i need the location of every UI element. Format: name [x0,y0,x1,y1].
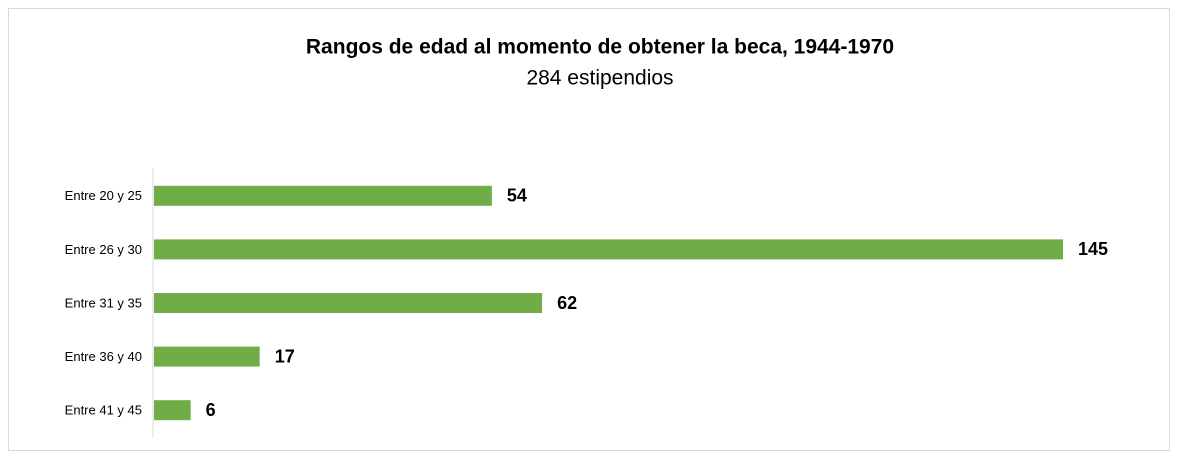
chart-border [8,8,1170,451]
value-label: 6 [206,400,216,420]
bar [154,239,1063,260]
bar [154,400,191,421]
bar [154,293,543,313]
value-label: 62 [557,293,577,313]
category-label: Entre 36 y 40 [65,349,142,364]
chart-subtitle: 284 estipendios [526,67,673,90]
chart-title: Rangos de edad al momento de obtener la … [306,36,894,59]
category-label: Entre 26 y 30 [65,242,142,257]
bar [154,185,492,206]
category-label: Entre 41 y 45 [65,403,142,418]
value-label: 54 [507,186,527,206]
bar [154,346,260,367]
value-label: 17 [275,346,295,366]
category-label: Entre 31 y 35 [65,295,142,310]
value-label: 145 [1078,239,1108,259]
category-label: Entre 20 y 25 [65,188,142,203]
